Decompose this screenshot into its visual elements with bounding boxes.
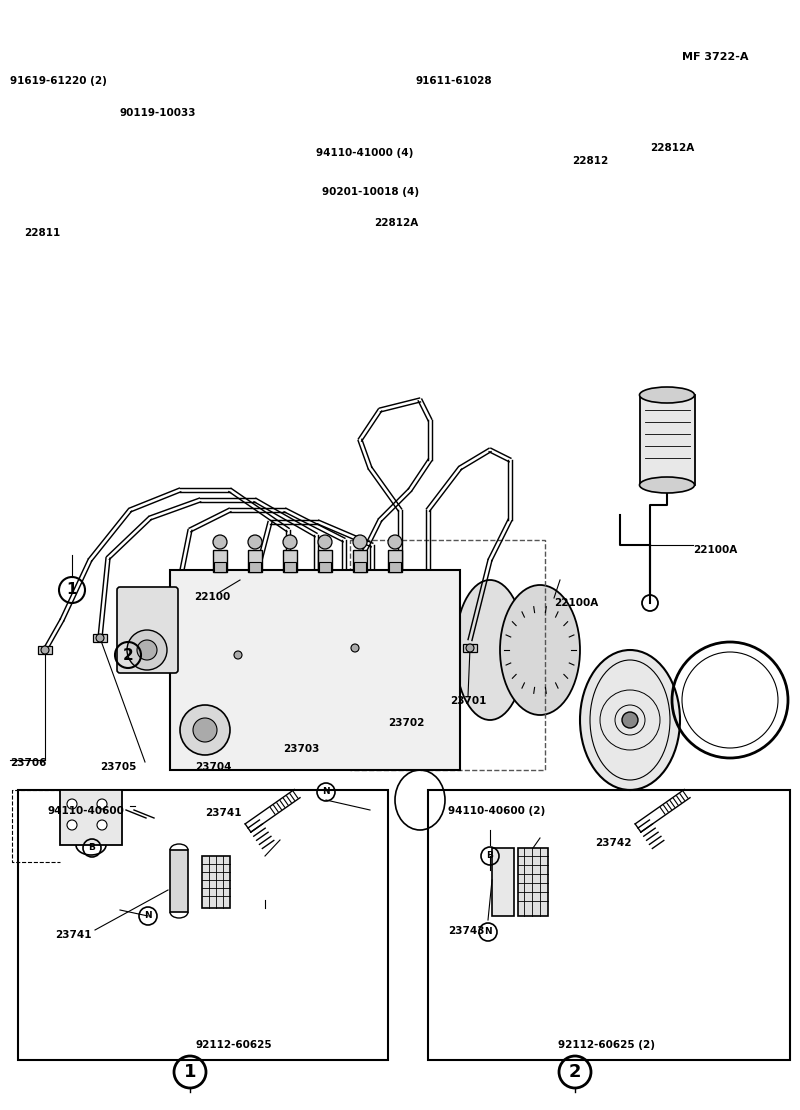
Circle shape xyxy=(67,820,77,830)
FancyBboxPatch shape xyxy=(117,587,178,673)
Text: 90201-10018 (4): 90201-10018 (4) xyxy=(322,186,419,196)
Text: 22100A: 22100A xyxy=(693,545,738,555)
Bar xyxy=(249,562,261,572)
Text: 23701: 23701 xyxy=(450,696,486,706)
Bar xyxy=(354,562,366,572)
Ellipse shape xyxy=(639,387,694,403)
Circle shape xyxy=(466,644,474,652)
Text: 23741: 23741 xyxy=(55,930,91,940)
Bar xyxy=(348,644,362,652)
Bar xyxy=(492,848,514,916)
Bar xyxy=(170,850,188,912)
Bar xyxy=(350,539,545,770)
Bar xyxy=(202,856,230,908)
Text: 90119-10033: 90119-10033 xyxy=(120,108,197,118)
Bar xyxy=(428,790,790,1060)
Circle shape xyxy=(137,640,157,660)
Bar xyxy=(93,634,107,642)
Circle shape xyxy=(318,535,332,549)
Circle shape xyxy=(193,718,217,741)
Circle shape xyxy=(97,799,107,809)
Text: 22812A: 22812A xyxy=(650,143,694,153)
Text: MF 3722-A: MF 3722-A xyxy=(682,52,749,62)
Circle shape xyxy=(388,535,402,549)
Text: 91619-61220 (2): 91619-61220 (2) xyxy=(10,75,107,85)
Text: B: B xyxy=(486,851,494,860)
Bar xyxy=(389,562,401,572)
Text: 22100: 22100 xyxy=(194,592,230,602)
Text: N: N xyxy=(144,911,152,920)
Circle shape xyxy=(248,535,262,549)
Text: 1: 1 xyxy=(66,583,78,597)
Text: 1: 1 xyxy=(184,1063,196,1081)
Text: 2: 2 xyxy=(569,1063,582,1081)
Text: B: B xyxy=(89,844,95,852)
Text: 23706: 23706 xyxy=(10,758,46,768)
Circle shape xyxy=(213,535,227,549)
Bar xyxy=(518,848,548,916)
Circle shape xyxy=(127,630,167,670)
Text: 94110-41000 (4): 94110-41000 (4) xyxy=(316,148,414,158)
Bar xyxy=(38,646,52,654)
Bar xyxy=(18,790,388,1060)
Bar xyxy=(319,562,331,572)
Bar xyxy=(463,644,477,652)
Text: 94110-40600: 94110-40600 xyxy=(48,806,125,816)
Bar xyxy=(213,549,227,572)
Text: 92112-60625: 92112-60625 xyxy=(195,1040,272,1050)
Circle shape xyxy=(96,634,104,642)
Text: 23703: 23703 xyxy=(283,744,319,754)
Circle shape xyxy=(67,799,77,809)
Bar xyxy=(248,549,262,572)
Text: 22812A: 22812A xyxy=(374,218,418,228)
Text: 23741: 23741 xyxy=(205,808,242,818)
Bar xyxy=(60,790,122,845)
Circle shape xyxy=(622,712,638,728)
Bar xyxy=(283,549,297,572)
Circle shape xyxy=(180,705,230,755)
Circle shape xyxy=(234,650,242,659)
Bar xyxy=(161,640,175,649)
Circle shape xyxy=(353,535,367,549)
Text: 23742: 23742 xyxy=(595,838,631,848)
Circle shape xyxy=(97,820,107,830)
Bar xyxy=(640,395,695,485)
Bar xyxy=(388,549,402,572)
Ellipse shape xyxy=(455,581,525,720)
Ellipse shape xyxy=(639,477,694,493)
Text: N: N xyxy=(484,928,492,937)
Text: 23705: 23705 xyxy=(100,761,136,771)
Text: 23704: 23704 xyxy=(195,761,231,771)
Text: 23702: 23702 xyxy=(388,718,424,728)
Bar xyxy=(284,562,296,572)
Bar xyxy=(231,650,245,659)
Text: 22100A: 22100A xyxy=(554,598,598,608)
Text: 91611-61028: 91611-61028 xyxy=(415,75,492,85)
Circle shape xyxy=(41,646,49,654)
Bar xyxy=(214,562,226,572)
Text: 22811: 22811 xyxy=(24,228,60,238)
Text: 92112-60625 (2): 92112-60625 (2) xyxy=(558,1040,655,1050)
Text: 22812: 22812 xyxy=(572,157,608,166)
Bar xyxy=(170,571,460,770)
Bar xyxy=(353,549,367,572)
Circle shape xyxy=(351,644,359,652)
Text: 23743: 23743 xyxy=(448,926,485,936)
Bar xyxy=(318,549,332,572)
Ellipse shape xyxy=(580,650,680,790)
Circle shape xyxy=(164,640,172,649)
Text: 2: 2 xyxy=(122,647,134,663)
Text: 94110-40600 (2): 94110-40600 (2) xyxy=(448,806,546,816)
Ellipse shape xyxy=(500,585,580,715)
Circle shape xyxy=(283,535,297,549)
Text: N: N xyxy=(322,787,330,797)
